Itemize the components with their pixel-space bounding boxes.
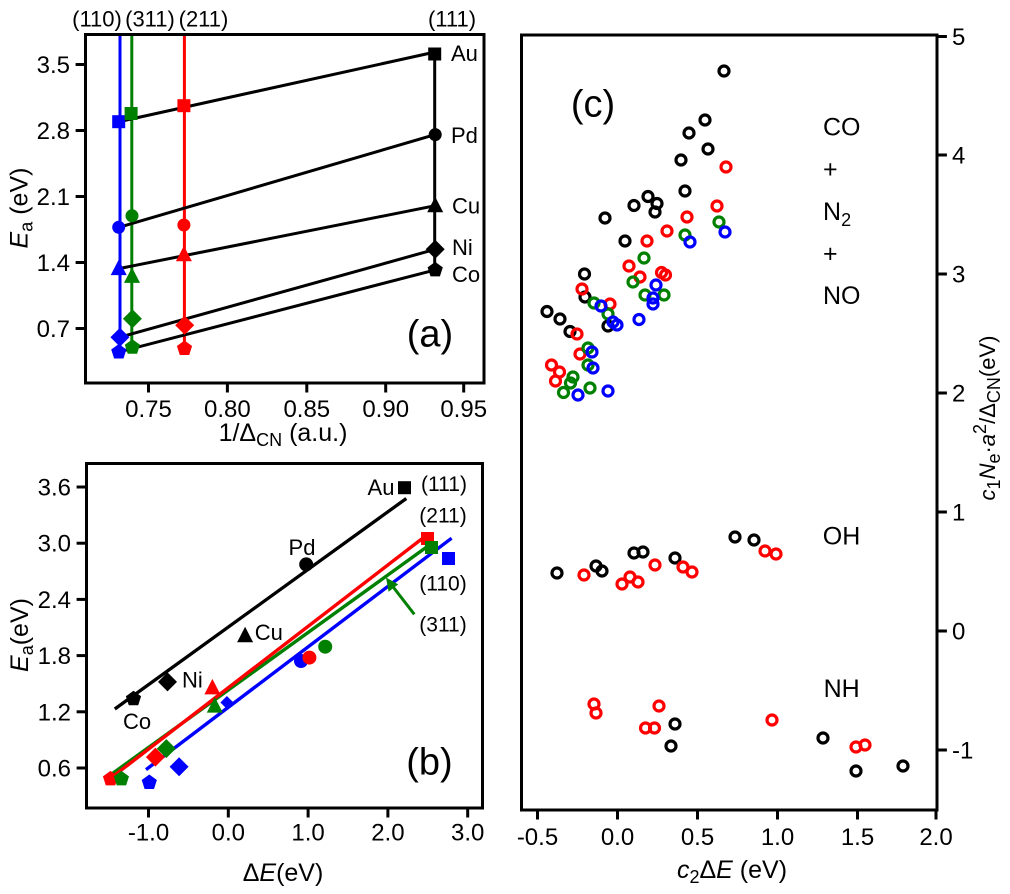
svg-text:3.0: 3.0 [451,820,484,847]
svg-text:NO: NO [823,282,861,310]
svg-text:3.0: 3.0 [38,531,71,558]
svg-text:1.2: 1.2 [38,699,71,726]
svg-text:Pd: Pd [289,535,316,560]
svg-text:+: + [823,156,838,184]
svg-text:Ea(eV): Ea(eV) [6,598,37,672]
svg-text:Cu: Cu [255,620,283,645]
svg-text:(a): (a) [407,314,453,356]
svg-text:Co: Co [452,262,480,287]
svg-text:0.90: 0.90 [362,396,409,423]
svg-text:0.0: 0.0 [601,824,634,851]
svg-text:Ea (eV): Ea (eV) [6,168,37,249]
svg-text:(111): (111) [421,473,467,496]
svg-text:ΔE(eV): ΔE(eV) [243,859,324,887]
svg-text:1.0: 1.0 [291,820,324,847]
svg-text:0.80: 0.80 [204,396,251,423]
svg-text:0.0: 0.0 [212,820,245,847]
svg-text:1.8: 1.8 [38,643,71,670]
svg-text:(110): (110) [419,573,466,596]
svg-text:1.4: 1.4 [37,250,70,277]
svg-text:-1: -1 [952,738,973,765]
svg-text:Au: Au [451,41,478,66]
svg-text:2.1: 2.1 [37,184,70,211]
svg-text:N2: N2 [823,198,851,230]
svg-text:c1Ne·a2/ΔCN(eV): c1Ne·a2/ΔCN(eV) [970,336,1004,501]
svg-text:(311): (311) [125,7,175,32]
svg-text:Au: Au [368,475,395,500]
svg-text:1.5: 1.5 [841,824,874,851]
svg-text:OH: OH [823,523,861,551]
svg-text:(211): (211) [419,505,466,528]
svg-text:1: 1 [952,500,965,527]
svg-text:4: 4 [952,143,965,170]
svg-text:(110): (110) [72,7,122,32]
svg-text:1.0: 1.0 [761,824,794,851]
svg-text:Pd: Pd [451,123,478,148]
svg-text:2.0: 2.0 [371,820,404,847]
svg-text:Cu: Cu [452,194,480,219]
svg-text:-1.0: -1.0 [128,820,169,847]
svg-text:+: + [823,240,838,268]
svg-text:0.85: 0.85 [283,396,330,423]
svg-text:(311): (311) [419,614,466,637]
svg-text:1/ΔCN (a.u.): 1/ΔCN (a.u.) [219,419,348,450]
svg-text:0: 0 [952,619,965,646]
svg-text:2.8: 2.8 [37,118,70,145]
svg-text:NH: NH [824,675,860,703]
svg-text:3: 3 [952,262,965,289]
svg-text:Ni: Ni [182,668,203,693]
svg-text:2: 2 [952,381,965,408]
svg-text:-0.5: -0.5 [517,824,558,851]
svg-text:0.75: 0.75 [125,396,172,423]
svg-text:0.95: 0.95 [440,396,487,423]
svg-text:0.5: 0.5 [681,824,714,851]
svg-text:CO: CO [823,114,861,142]
svg-text:0.6: 0.6 [38,756,71,783]
svg-text:0.7: 0.7 [37,316,70,343]
svg-text:2.0: 2.0 [919,824,952,851]
svg-text:(b): (b) [406,742,452,784]
svg-text:2.4: 2.4 [38,587,71,614]
svg-text:Ni: Ni [452,235,473,260]
svg-text:(211): (211) [179,7,229,32]
svg-text:5: 5 [952,24,965,51]
svg-text:c2ΔE (eV): c2ΔE (eV) [677,856,787,887]
svg-text:(c): (c) [571,84,615,126]
svg-text:3.6: 3.6 [38,475,71,502]
svg-text:3.5: 3.5 [37,52,70,79]
svg-text:Co: Co [123,709,151,734]
svg-text:(111): (111) [428,7,476,32]
